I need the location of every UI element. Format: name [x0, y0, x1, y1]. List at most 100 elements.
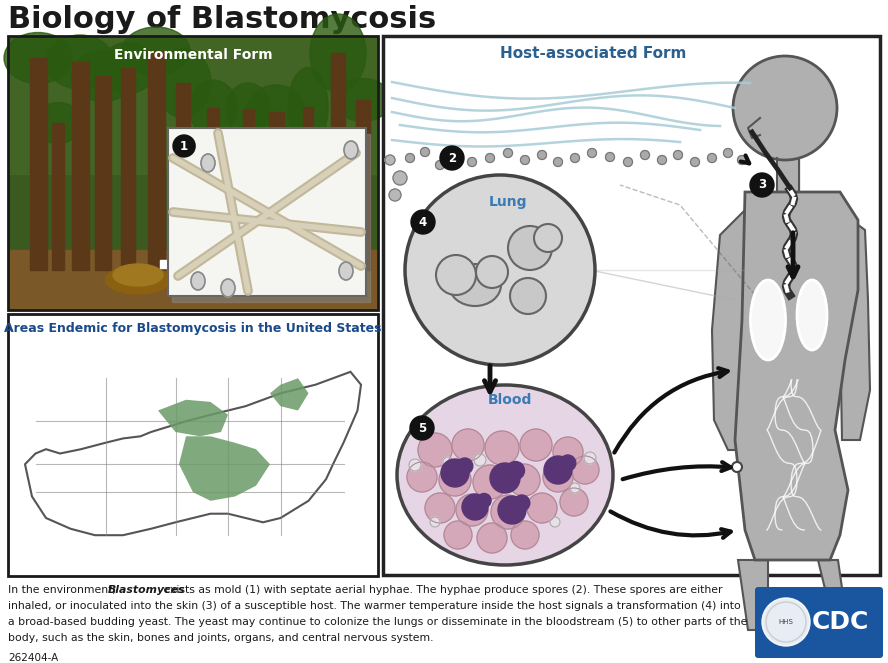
Text: Host-associated Form: Host-associated Form [500, 46, 686, 61]
Polygon shape [712, 210, 745, 450]
Text: 4: 4 [419, 215, 427, 229]
Text: Areas Endemic for Blastomycosis in the United States: Areas Endemic for Blastomycosis in the U… [4, 322, 382, 335]
Bar [242, 92, 254, 270]
Bar [9, 250, 377, 309]
Bar [148, 113, 165, 270]
Ellipse shape [750, 280, 786, 360]
Ellipse shape [113, 264, 163, 286]
Circle shape [640, 151, 649, 160]
Ellipse shape [316, 21, 360, 95]
Polygon shape [735, 192, 858, 560]
Bar [333, 58, 344, 270]
Circle shape [452, 429, 484, 461]
Bar [72, 77, 89, 270]
Circle shape [485, 431, 519, 465]
Circle shape [439, 464, 471, 496]
Circle shape [430, 517, 440, 527]
Ellipse shape [163, 68, 203, 127]
Text: exists as mold (1) with septate aerial hyphae. The hyphae produce spores (2). Th: exists as mold (1) with septate aerial h… [160, 585, 723, 595]
Circle shape [473, 465, 507, 499]
Bar [206, 63, 221, 270]
FancyArrowPatch shape [485, 366, 496, 392]
Bar [9, 37, 377, 309]
Circle shape [543, 462, 573, 492]
Text: HHS: HHS [779, 619, 794, 625]
Text: CDC: CDC [812, 610, 868, 634]
Circle shape [508, 226, 552, 270]
Circle shape [389, 189, 401, 201]
Circle shape [570, 483, 580, 493]
Circle shape [750, 173, 774, 197]
Circle shape [544, 456, 572, 484]
FancyArrowPatch shape [622, 462, 731, 479]
Text: body, such as the skin, bones and joints, organs, and central nervous system.: body, such as the skin, bones and joints… [8, 633, 433, 643]
Ellipse shape [38, 85, 78, 159]
Circle shape [503, 149, 512, 158]
Circle shape [462, 494, 488, 520]
Ellipse shape [397, 385, 613, 565]
Circle shape [560, 488, 588, 516]
Circle shape [405, 175, 595, 365]
Bar [172, 134, 370, 302]
Circle shape [407, 462, 437, 492]
Circle shape [724, 149, 733, 158]
Circle shape [486, 154, 495, 162]
Circle shape [456, 458, 472, 474]
Ellipse shape [104, 92, 152, 164]
Circle shape [520, 156, 529, 164]
Bar [302, 111, 315, 270]
Circle shape [520, 429, 552, 461]
Text: 2: 2 [448, 152, 456, 164]
Circle shape [491, 495, 525, 529]
Circle shape [514, 495, 530, 511]
Circle shape [498, 496, 526, 524]
Circle shape [443, 457, 453, 467]
FancyArrowPatch shape [788, 233, 798, 276]
Text: 3: 3 [758, 178, 766, 192]
Circle shape [534, 224, 562, 252]
FancyArrowPatch shape [610, 511, 731, 538]
Ellipse shape [797, 280, 827, 350]
Ellipse shape [181, 137, 195, 155]
Circle shape [508, 464, 540, 496]
Ellipse shape [339, 262, 353, 280]
Ellipse shape [183, 34, 243, 92]
Circle shape [441, 459, 469, 487]
Polygon shape [25, 372, 361, 535]
Circle shape [550, 517, 560, 527]
Ellipse shape [191, 272, 205, 290]
Circle shape [584, 452, 596, 464]
Circle shape [673, 151, 683, 160]
Bar [122, 128, 134, 270]
Text: a broad-based budding yeast. The yeast may continue to colonize the lungs or dis: a broad-based budding yeast. The yeast m… [8, 617, 748, 627]
Ellipse shape [449, 264, 501, 306]
Polygon shape [838, 210, 870, 440]
Circle shape [477, 493, 491, 507]
Circle shape [474, 454, 486, 466]
Circle shape [588, 149, 597, 158]
Text: 262404-A: 262404-A [8, 653, 59, 663]
Circle shape [410, 416, 434, 440]
Circle shape [490, 463, 520, 493]
Ellipse shape [6, 38, 70, 88]
Circle shape [456, 494, 488, 526]
Bar [178, 98, 188, 270]
Circle shape [440, 146, 464, 170]
Bar [53, 122, 63, 270]
Circle shape [553, 158, 562, 166]
Circle shape [444, 521, 472, 549]
Circle shape [393, 171, 407, 185]
Circle shape [510, 278, 546, 314]
Circle shape [559, 455, 575, 471]
Ellipse shape [221, 279, 235, 297]
Polygon shape [748, 118, 760, 138]
Ellipse shape [75, 64, 131, 119]
Text: Lung: Lung [488, 195, 527, 209]
Ellipse shape [333, 76, 393, 122]
Ellipse shape [344, 141, 358, 159]
Bar [356, 99, 371, 270]
Text: Blastomyces: Blastomyces [108, 585, 186, 595]
Circle shape [406, 154, 415, 162]
Polygon shape [270, 379, 308, 410]
Polygon shape [158, 400, 228, 436]
